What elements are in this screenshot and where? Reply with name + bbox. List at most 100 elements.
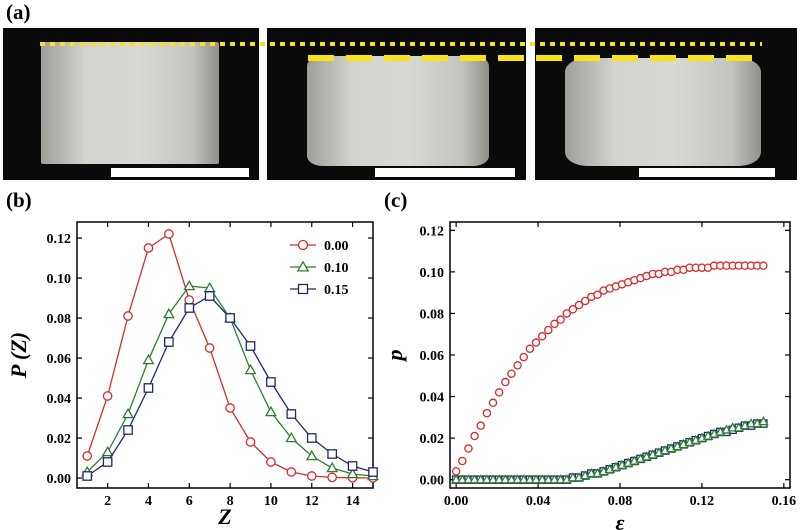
legend-label: 0.00 <box>324 239 349 254</box>
data-point <box>543 474 554 484</box>
x-tick-label: 4 <box>145 494 152 509</box>
y-tick-label: 0.08 <box>420 307 445 322</box>
data-point <box>123 311 133 321</box>
data-point <box>470 431 479 441</box>
data-point <box>245 341 256 351</box>
data-point <box>458 456 467 466</box>
data-point <box>102 457 113 467</box>
data-point <box>122 407 134 419</box>
data-point <box>162 307 175 319</box>
data-point <box>204 343 215 353</box>
data-point <box>266 457 276 467</box>
data-point <box>593 290 602 299</box>
data-point <box>368 467 378 477</box>
data-point <box>101 445 114 457</box>
data-point <box>481 474 493 484</box>
data-point <box>286 467 297 477</box>
y-tick-label: 0.06 <box>420 349 445 364</box>
plot-frame <box>76 221 374 489</box>
x-tick-label: 0.08 <box>608 494 633 509</box>
data-point <box>164 337 174 347</box>
data-point <box>244 363 257 375</box>
data-point <box>759 261 768 270</box>
data-point <box>727 422 738 432</box>
data-point <box>555 474 566 484</box>
sample-photo-1 <box>3 28 259 180</box>
x-axis-label: ε <box>615 510 624 530</box>
series-line <box>86 295 374 477</box>
y-tick-label: 0.12 <box>420 224 445 239</box>
data-point <box>488 398 498 408</box>
y-tick-label: 0.00 <box>420 474 445 489</box>
x-tick-label: 12 <box>305 494 319 509</box>
data-point <box>500 474 511 484</box>
y-tick-label: 0.10 <box>420 266 445 281</box>
data-point <box>183 279 196 291</box>
sample-photo-2 <box>267 28 526 180</box>
x-tick-label: 0.12 <box>690 494 715 509</box>
data-point <box>494 388 504 397</box>
series-0.15 <box>82 291 378 481</box>
data-point <box>567 472 579 482</box>
data-point <box>143 383 154 393</box>
data-point <box>487 474 499 484</box>
y-tick-label: 0.12 <box>47 232 72 247</box>
data-point <box>469 474 480 484</box>
data-point <box>586 468 597 478</box>
data-point <box>204 291 215 301</box>
data-point <box>123 425 133 435</box>
data-point <box>142 353 155 365</box>
data-point <box>184 295 195 305</box>
y-axis-label: P (Z) <box>6 332 31 379</box>
data-point <box>549 474 560 484</box>
legend-marker <box>297 283 309 295</box>
sample-cylinder-3 <box>565 58 761 166</box>
data-point <box>562 309 571 318</box>
panel-label-b: (b) <box>6 188 32 212</box>
panel-label-a: (a) <box>6 0 31 24</box>
data-point <box>225 313 235 323</box>
data-point <box>745 418 757 428</box>
sample-photo-3 <box>535 28 797 180</box>
chart-b: 2 4 6 8 10 12 14 0.00 0.02 0.04 0.06 0.08 0.10 0.12 Z P… <box>6 221 379 529</box>
data-point <box>463 474 474 484</box>
scale-bar-2 <box>375 168 515 177</box>
data-point <box>536 474 548 484</box>
x-tick-label: 0.00 <box>444 494 469 509</box>
data-point <box>346 467 359 479</box>
data-point <box>451 467 461 476</box>
y-tick-label: 0.10 <box>47 272 72 287</box>
data-point <box>327 449 338 459</box>
data-point <box>327 472 338 483</box>
data-point <box>476 421 485 430</box>
data-point <box>457 474 468 484</box>
data-point <box>102 391 113 401</box>
data-point <box>507 369 516 378</box>
scale-bar-1 <box>111 168 249 177</box>
x-tick-label: 14 <box>346 494 360 509</box>
data-point <box>450 474 462 484</box>
data-point <box>513 361 522 370</box>
legend-marker <box>297 239 309 251</box>
data-point <box>286 409 297 419</box>
x-tick-label: 2 <box>104 494 111 509</box>
data-point <box>326 461 339 473</box>
data-point <box>82 451 93 461</box>
series-triangle <box>450 416 769 484</box>
data-point <box>143 243 154 253</box>
data-point <box>530 474 542 484</box>
y-tick-label: 0.02 <box>420 432 445 447</box>
data-point <box>264 405 277 417</box>
y-tick-label: 0.06 <box>47 352 72 367</box>
y-tick-label: 0.00 <box>47 472 72 487</box>
data-point <box>574 300 584 310</box>
height-reference-lines <box>40 42 762 61</box>
x-tick-label: 0.04 <box>526 494 551 509</box>
legend-label: 0.15 <box>324 283 349 298</box>
data-point <box>245 437 256 447</box>
series-circle <box>451 261 768 476</box>
scale-bar-3 <box>639 168 775 177</box>
x-tick-label: 10 <box>264 494 278 509</box>
panel-label-c: (c) <box>384 188 408 212</box>
data-point <box>482 408 492 418</box>
